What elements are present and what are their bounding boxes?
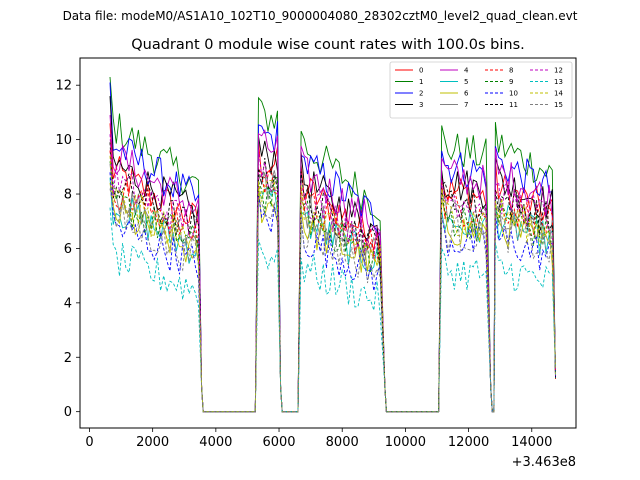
y-tick-label: 10 xyxy=(55,133,72,148)
legend-label-2: 2 xyxy=(419,90,423,98)
legend-label-14: 14 xyxy=(554,90,563,98)
series-lines xyxy=(109,76,556,413)
x-tick-label: 6000 xyxy=(262,435,295,450)
y-tick-label: 8 xyxy=(64,188,72,203)
y-tick-label: 0 xyxy=(64,405,72,420)
x-tick-label: 2000 xyxy=(136,435,169,450)
y-tick-label: 4 xyxy=(64,296,72,311)
series-line-2 xyxy=(109,82,556,413)
x-tick-label: 0 xyxy=(85,435,93,450)
x-offset-label: +3.463e8 xyxy=(512,455,576,470)
y-tick-label: 2 xyxy=(64,351,72,366)
legend-label-10: 10 xyxy=(509,90,518,98)
x-tick-label: 14000 xyxy=(511,435,552,450)
y-axis: 0 2 4 6 8 10 12 xyxy=(55,79,80,420)
x-tick-label: 8000 xyxy=(326,435,359,450)
y-tick-label: 6 xyxy=(64,242,72,257)
legend-label-11: 11 xyxy=(509,101,518,109)
series-line-8 xyxy=(109,150,556,413)
series-line-12 xyxy=(109,134,556,413)
legend-label-9: 9 xyxy=(509,78,513,86)
x-tick-label: 12000 xyxy=(448,435,489,450)
chart-title: Quadrant 0 module wise count rates with … xyxy=(131,37,525,53)
chart-suptitle: Data file: modeM0/AS1A10_102T10_90000040… xyxy=(63,9,578,23)
series-line-3 xyxy=(109,96,556,413)
series-line-11 xyxy=(109,142,556,413)
y-tick-label: 12 xyxy=(55,79,72,94)
x-tick-label: 10000 xyxy=(385,435,426,450)
legend-label-5: 5 xyxy=(464,78,468,86)
x-tick-label: 4000 xyxy=(199,435,232,450)
legend-label-0: 0 xyxy=(419,67,423,75)
legend-label-3: 3 xyxy=(419,101,423,109)
legend-label-12: 12 xyxy=(554,67,563,75)
series-line-4 xyxy=(109,115,556,413)
legend-box xyxy=(389,61,573,119)
legend-label-8: 8 xyxy=(509,67,513,75)
x-axis: 0 2000 4000 6000 8000 10000 12000 14000 xyxy=(85,428,552,450)
legend-label-4: 4 xyxy=(464,67,469,75)
plot-frame xyxy=(79,57,577,429)
series-line-9 xyxy=(109,161,556,413)
series-line-14 xyxy=(109,155,556,413)
legend-label-1: 1 xyxy=(419,78,423,86)
series-line-15 xyxy=(109,188,556,413)
legend-label-13: 13 xyxy=(554,78,563,86)
series-line-13 xyxy=(109,207,556,413)
legend-label-7: 7 xyxy=(464,101,468,109)
series-line-1 xyxy=(109,76,556,413)
legend-label-6: 6 xyxy=(464,90,469,98)
legend-label-15: 15 xyxy=(554,101,563,109)
